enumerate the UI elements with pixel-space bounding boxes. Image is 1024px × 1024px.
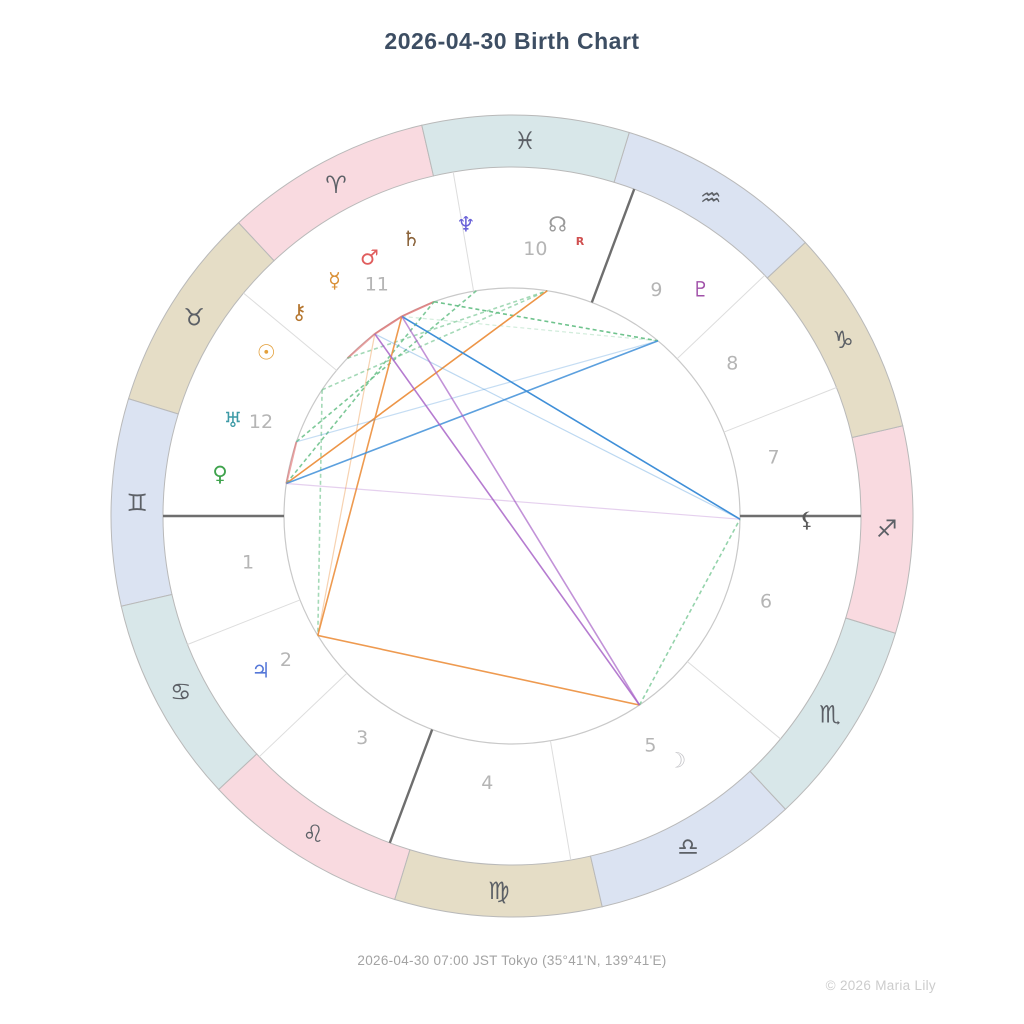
- planet-glyph-mercury: ☿: [328, 268, 341, 292]
- house-number-10: 10: [523, 238, 547, 260]
- aspect-line-trine-mercury-lilith: [374, 333, 741, 520]
- aspect-line-sextile-chiron-northnode: [347, 289, 548, 359]
- house-cusp-line-11: [452, 171, 475, 292]
- zodiac-glyph-aquarius: ♒: [700, 184, 722, 212]
- house-cusp-line-5: [549, 740, 572, 861]
- planet-glyph-jupiter: ♃: [251, 659, 270, 683]
- axis-line-house-10: [590, 188, 636, 303]
- house-number-9: 9: [650, 279, 662, 301]
- house-number-7: 7: [767, 447, 779, 469]
- aspect-line-square-mars-jupiter: [317, 316, 403, 636]
- aspect-line-trine-venus-pluto: [286, 340, 659, 485]
- zodiac-glyph-virgo: ♍: [488, 877, 510, 905]
- aspect-line-conjunction-saturn-mars: [401, 300, 435, 318]
- aspect-line-sextile-sun-northnode: [321, 290, 548, 391]
- house-number-1: 1: [242, 552, 254, 574]
- aspect-line-square-moon-jupiter: [317, 634, 640, 706]
- aspect-line-sextile-venus-saturn: [285, 301, 435, 484]
- house-number-2: 2: [280, 649, 292, 671]
- house-number-12: 12: [249, 411, 273, 433]
- aspect-line-sextile-uranus-neptune: [295, 290, 477, 443]
- house-number-6: 6: [760, 590, 772, 612]
- aspect-line-sextile-saturn-pluto: [433, 300, 659, 342]
- aspect-line-opposition-venus-lilith: [286, 482, 741, 520]
- house-number-11: 11: [365, 274, 389, 296]
- house-cusp-line-6: [687, 661, 781, 740]
- birth-datetime-location: 2026-04-30 07:00 JST Tokyo (35°41'N, 139…: [357, 953, 667, 968]
- house-number-8: 8: [726, 352, 738, 374]
- zodiac-glyph-cancer: ♋: [170, 678, 192, 706]
- planet-glyph-uranus: ♅: [224, 408, 243, 432]
- page-title: 2026-04-30 Birth Chart: [384, 28, 640, 54]
- aspect-line-square-mercury-jupiter: [317, 333, 376, 636]
- house-cusp-line-3: [258, 672, 348, 758]
- planet-glyph-moon: ☽: [668, 749, 687, 773]
- aspect-line-conjunction-uranus-venus: [285, 441, 298, 484]
- aspect-line-opposition-moon-mercury: [374, 333, 641, 706]
- planet-glyph-saturn: ♄: [402, 227, 421, 251]
- aspect-line-sextile-mars-pluto: [401, 315, 659, 342]
- zodiac-glyph-scorpio: ♏: [819, 701, 841, 729]
- inner-aspect-circle: [283, 287, 741, 745]
- planet-glyph-venus: ♀: [212, 462, 227, 486]
- planet-glyph-neptune: ♆: [456, 213, 475, 237]
- zodiac-glyph-gemini: ♊: [126, 489, 148, 517]
- house-cusp-line-12: [243, 292, 337, 371]
- zodiac-glyph-libra: ♎: [677, 833, 699, 861]
- house-number-4: 4: [481, 772, 493, 794]
- zodiac-glyph-sagittarius: ♐: [876, 515, 898, 543]
- aspect-line-conjunction-mars-mercury: [374, 315, 403, 335]
- aspect-line-opposition-moon-mars: [401, 315, 641, 706]
- aspect-line-sextile-moon-lilith: [638, 518, 741, 706]
- zodiac-sector-pisces: [421, 114, 630, 183]
- house-cusp-line-9: [676, 274, 766, 360]
- axis-line-house-4: [388, 729, 434, 844]
- planet-glyph-chiron: ⚷: [291, 300, 306, 324]
- copyright-notice: © 2026 Maria Lily: [825, 978, 936, 993]
- aspect-line-trine-mars-lilith: [401, 315, 741, 520]
- retrograde-mark-northnode: R: [576, 235, 585, 248]
- house-cusp-line-8: [723, 387, 837, 433]
- house-cusp-line-2: [187, 599, 301, 645]
- planet-glyph-mars: ♂: [360, 246, 379, 270]
- aspect-line-trine-uranus-pluto: [296, 340, 659, 443]
- aspect-line-sextile-sun-jupiter: [317, 389, 323, 636]
- planet-glyph-pluto: ♇: [691, 277, 710, 301]
- house-number-3: 3: [356, 727, 368, 749]
- planet-glyph-lilith: ⚸: [799, 508, 814, 532]
- zodiac-glyph-capricorn: ♑: [832, 326, 854, 354]
- zodiac-glyph-pisces: ♓: [514, 127, 536, 155]
- zodiac-glyph-aries: ♈: [325, 171, 347, 199]
- house-number-5: 5: [644, 734, 656, 756]
- zodiac-glyph-taurus: ♉: [183, 303, 205, 331]
- planet-glyph-sun: ☉: [257, 341, 276, 365]
- zodiac-glyph-leo: ♌: [303, 820, 325, 848]
- aspect-line-conjunction-mercury-chiron: [346, 333, 376, 359]
- planet-glyph-northnode: ☊: [548, 213, 567, 237]
- aspect-line-square-venus-northnode: [285, 290, 548, 485]
